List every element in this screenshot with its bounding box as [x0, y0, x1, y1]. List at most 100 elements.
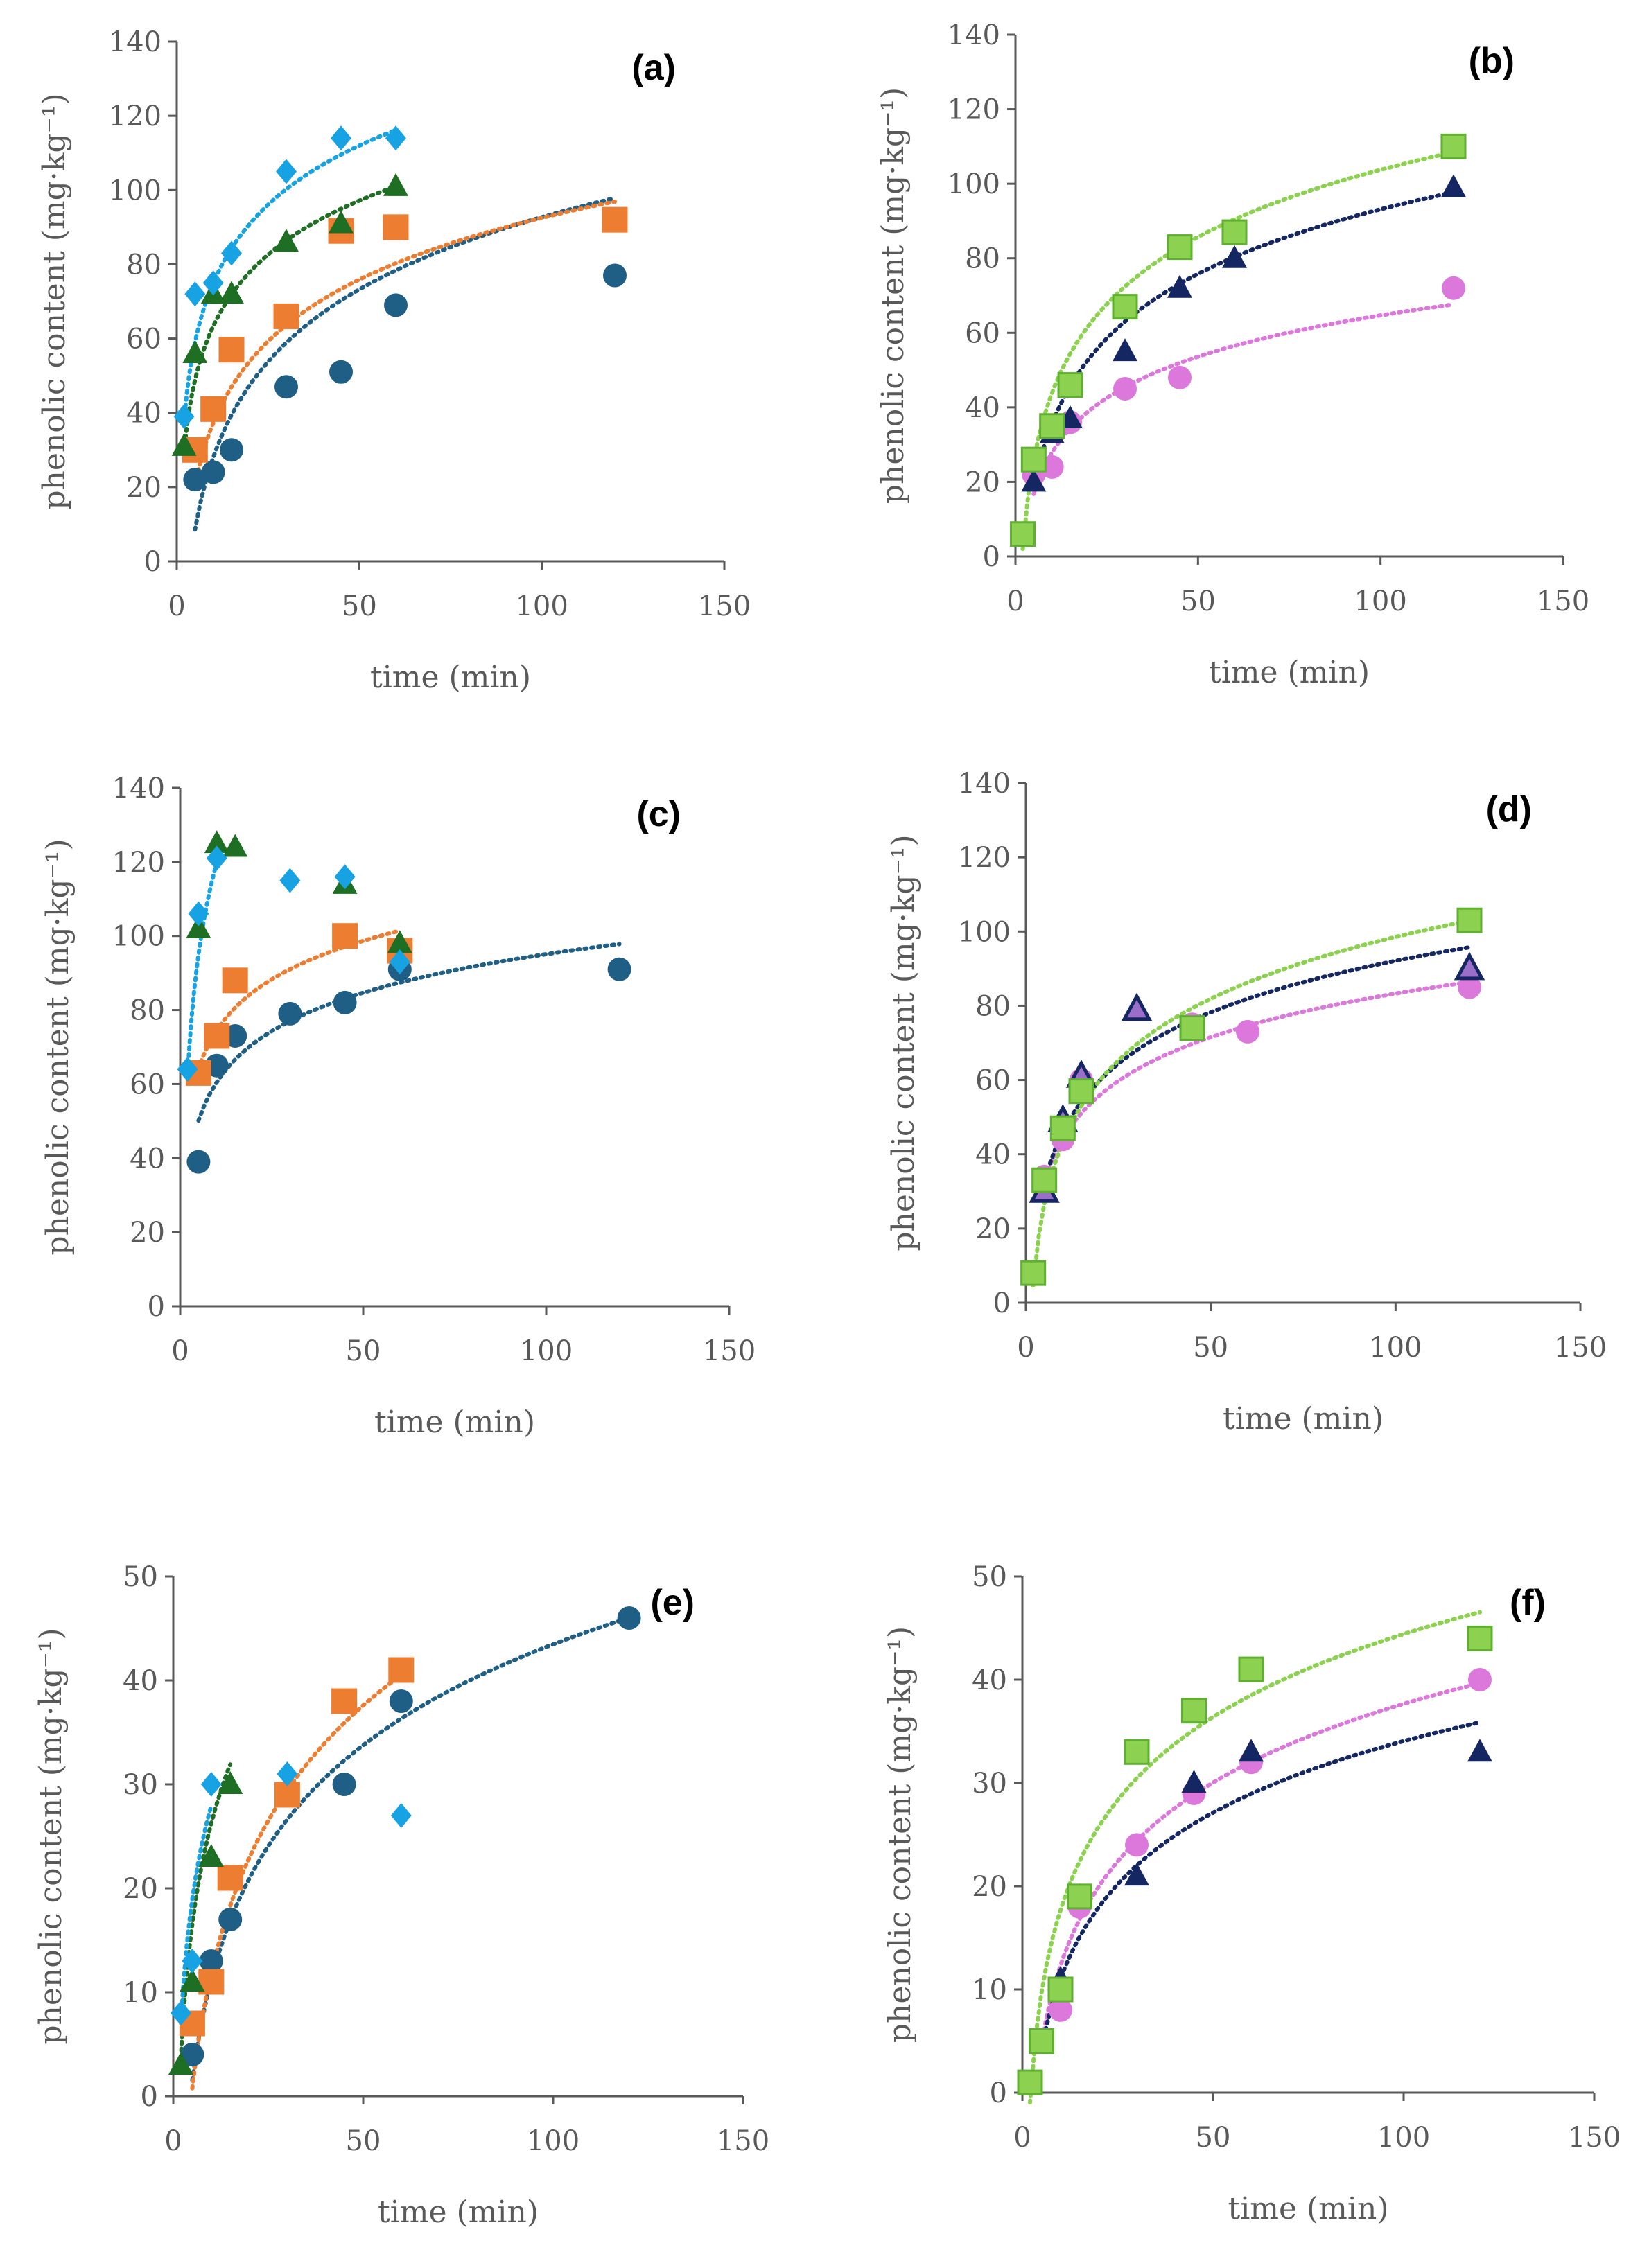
series-1-point [274, 375, 298, 399]
series-1-trendline [1042, 980, 1472, 1185]
series-2-point [383, 214, 409, 240]
x-tick-label: 50 [342, 590, 377, 622]
series-2-point [204, 1023, 230, 1049]
series-2-point [388, 1657, 415, 1683]
chart-e: 0 10 20 30 40 50 0 50 100 150 time (min) phenolic c… [33, 1561, 769, 2230]
series-1-point [201, 460, 225, 484]
series-1-point [333, 990, 357, 1014]
series-3-point [1031, 1167, 1058, 1193]
y-axis-label: phenolic content (mg·kg⁻¹) [882, 1626, 918, 2043]
x-tick-label: 150 [698, 590, 751, 622]
series-1-point [332, 1773, 356, 1796]
series-3-point [274, 229, 299, 252]
y-tick-label: 0 [141, 2081, 158, 2113]
y-axis-label: phenolic content (mg·kg⁻¹) [886, 834, 921, 1251]
y-tick-label: 30 [123, 1769, 158, 1801]
series-1-point [1049, 1998, 1072, 2022]
x-tick-label: 50 [1193, 1332, 1228, 1364]
y-tick-label: 60 [130, 1069, 165, 1100]
series-1-point [199, 1949, 223, 1973]
series-3-point [1221, 219, 1248, 245]
y-tick-label: 80 [975, 990, 1011, 1022]
series-1-point [1236, 1019, 1259, 1044]
series-4-point [277, 1761, 298, 1786]
series-2-point [331, 1688, 358, 1714]
series-2-point [273, 303, 299, 329]
series-2-trendline [1042, 945, 1472, 1186]
y-tick-label: 0 [990, 2077, 1007, 2109]
panel-label: (a) [631, 48, 676, 88]
series-3-point [168, 2052, 193, 2075]
x-tick-label: 0 [1006, 586, 1024, 617]
series-3-point [1167, 234, 1193, 261]
y-tick-label: 120 [948, 94, 1000, 126]
panel-label: (f) [1510, 1583, 1546, 1623]
chart-a: 0 20 40 60 80 100 120 140 0 50 100 150 time (min) phe… [37, 26, 751, 695]
x-axis-label: time (min) [378, 2195, 539, 2230]
series-4-point [390, 1803, 412, 1828]
y-tick-label: 140 [958, 768, 1011, 800]
series-3-point [1029, 2028, 1054, 2054]
series-2-trendline [1031, 190, 1456, 491]
y-axis-label: phenolic content (mg·kg⁻¹) [40, 838, 76, 1255]
series-2-point [217, 1865, 243, 1891]
y-tick-label: 40 [975, 1139, 1011, 1171]
y-tick-label: 50 [123, 1561, 158, 1593]
y-tick-label: 20 [126, 472, 162, 504]
y-tick-label: 80 [126, 249, 162, 281]
y-tick-label: 20 [972, 1871, 1007, 1903]
series-3-point [1467, 1625, 1493, 1651]
y-tick-label: 80 [130, 995, 165, 1027]
y-tick-label: 40 [126, 398, 162, 430]
series-2-point [602, 206, 628, 233]
y-tick-label: 80 [965, 243, 1000, 275]
series-3-point [1179, 1015, 1205, 1041]
series-1-point [607, 957, 631, 981]
series-4-point [206, 845, 227, 871]
series-4-point [202, 270, 224, 296]
x-tick-label: 0 [164, 2125, 182, 2157]
x-tick-label: 0 [168, 590, 185, 622]
x-tick-label: 50 [1196, 2122, 1231, 2154]
series-4-point [170, 2001, 191, 2025]
y-tick-label: 30 [972, 1768, 1007, 1800]
x-tick-label: 150 [1554, 1332, 1607, 1364]
y-tick-label: 0 [983, 541, 1000, 573]
series-3-point [1039, 413, 1065, 439]
series-2-point [1454, 951, 1485, 981]
x-tick-label: 50 [346, 1335, 381, 1367]
y-tick-label: 120 [109, 100, 162, 132]
y-tick-label: 10 [972, 1974, 1007, 2006]
series-1-point [1458, 975, 1481, 999]
y-tick-label: 140 [109, 26, 162, 58]
series-1-point [329, 360, 353, 384]
series-3-point [1456, 907, 1483, 933]
series-3-point [180, 1969, 205, 1992]
series-1-trendline [1031, 302, 1456, 496]
series-4-point [279, 868, 301, 893]
panel-label: (e) [650, 1583, 695, 1623]
y-tick-label: 40 [972, 1664, 1007, 1696]
y-tick-label: 10 [123, 1977, 158, 2009]
y-axis-label: phenolic content (mg·kg⁻¹) [875, 87, 911, 504]
series-4-point [173, 404, 195, 430]
x-axis-label: time (min) [370, 660, 531, 695]
x-tick-label: 100 [1354, 586, 1406, 617]
x-tick-label: 0 [171, 1335, 189, 1367]
series-1-point [1168, 365, 1192, 389]
series-2-point [1181, 1770, 1207, 1793]
y-tick-label: 40 [130, 1143, 165, 1175]
series-1-point [617, 1606, 641, 1630]
series-2-point [1467, 1739, 1492, 1762]
series-4-point [385, 125, 406, 151]
x-tick-label: 0 [1013, 2122, 1031, 2154]
x-tick-label: 150 [1537, 586, 1589, 617]
series-3-point [1017, 2069, 1043, 2095]
y-tick-label: 40 [965, 392, 1000, 424]
series-3-point [1112, 294, 1138, 320]
series-1-point [1442, 276, 1465, 300]
series-2-trendline [196, 929, 402, 1071]
series-2-point [222, 967, 248, 994]
series-3-point [1057, 372, 1083, 398]
series-2-point [1167, 274, 1192, 298]
